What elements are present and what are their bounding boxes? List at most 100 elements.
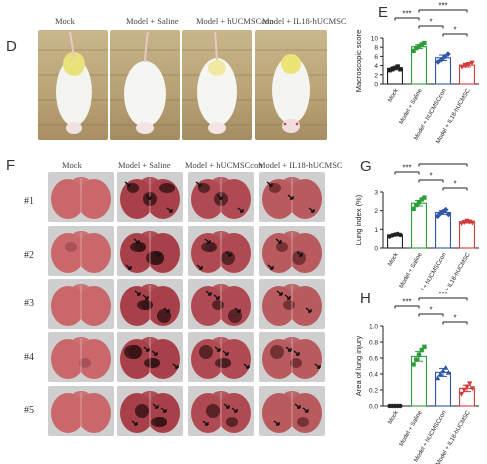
significance-label: * <box>453 180 456 189</box>
x-tick-label: Mock <box>387 87 400 103</box>
y-tick-label: 2 <box>374 208 378 215</box>
f-row-label-1: #1 <box>24 196 34 207</box>
y-tick-label: 8 <box>374 45 378 52</box>
data-point <box>398 403 403 409</box>
lung-photo-il18-5 <box>259 386 325 436</box>
significance-label: *** <box>438 160 447 165</box>
y-axis-label: Lung index (%) <box>354 194 363 245</box>
d-caption-saline: Model + Saline <box>126 16 179 26</box>
data-point <box>437 371 443 377</box>
lung-photo-mock-5 <box>48 386 114 436</box>
lung-photo-mock-4 <box>48 332 114 382</box>
d-caption-mock: Mock <box>55 16 75 26</box>
data-point <box>411 206 416 211</box>
data-point <box>422 344 427 349</box>
f-row-label-5: #5 <box>24 405 34 416</box>
d-caption-il18: Model + IL18-hUCMSC <box>262 16 347 26</box>
panel-f-letter: F <box>6 157 16 174</box>
data-point <box>443 364 449 370</box>
f-caption-hucmsccon: Model + hUCMSCcon <box>185 160 263 170</box>
data-point <box>416 200 422 205</box>
data-point <box>469 386 476 392</box>
data-point <box>411 362 416 367</box>
f-row-label-2: #2 <box>24 250 34 261</box>
y-tick-label: 0 <box>374 82 378 89</box>
y-axis-label: Macroscopic score <box>354 30 363 93</box>
data-point <box>390 67 395 72</box>
x-tick-label: Model + Saline <box>399 409 424 447</box>
f-caption-mock: Mock <box>62 160 82 170</box>
data-point <box>414 202 419 208</box>
y-tick-label: 2 <box>374 72 378 79</box>
panel-h-letter: H <box>360 290 371 307</box>
data-point <box>461 387 467 393</box>
data-point <box>419 347 424 353</box>
y-tick-label: 0.6 <box>369 356 378 363</box>
lung-photo-saline-4 <box>117 332 183 382</box>
data-point <box>458 391 465 397</box>
data-point <box>461 220 467 225</box>
panel-e-letter: E <box>378 4 389 21</box>
bar-3 <box>459 221 475 249</box>
y-tick-label: 0 <box>374 246 378 253</box>
data-point <box>441 54 448 60</box>
data-point <box>422 195 427 200</box>
data-point <box>419 42 424 47</box>
significance-label: * <box>429 306 432 315</box>
data-point <box>411 48 416 54</box>
x-tick-label: Mock <box>387 409 400 425</box>
y-tick-label: 1.0 <box>369 324 378 331</box>
y-axis-label: Area of lung injury <box>354 336 363 397</box>
data-point <box>464 384 470 390</box>
significance-label: * <box>429 18 432 27</box>
lung-photo-saline-2 <box>117 226 183 276</box>
data-point <box>469 220 476 226</box>
data-point <box>395 64 400 69</box>
significance-label: *** <box>402 10 411 19</box>
data-point <box>416 44 422 49</box>
lung-photo-mock-1 <box>48 172 114 222</box>
panel-d-letter: D <box>6 38 17 55</box>
x-tick-label: Mock <box>387 251 400 267</box>
significance-label: * <box>453 26 456 35</box>
lung-photo-hucmsccon-1 <box>188 172 254 222</box>
y-tick-label: 0.2 <box>369 388 378 395</box>
lung-photo-il18-1 <box>259 172 325 222</box>
y-tick-label: 0.8 <box>369 340 378 347</box>
data-point <box>462 63 469 69</box>
f-row-label-4: #4 <box>24 352 34 363</box>
data-point <box>459 64 465 70</box>
data-point <box>467 381 473 387</box>
data-point <box>440 368 446 373</box>
lung-photo-hucmsccon-2 <box>188 226 254 276</box>
y-tick-label: 1 <box>374 227 378 234</box>
data-point <box>434 375 441 381</box>
x-tick-label: Model + Saline <box>399 251 424 289</box>
mouse-photo-il18 <box>255 30 327 140</box>
y-tick-label: 0.4 <box>369 372 378 379</box>
lung-photo-mock-3 <box>48 279 114 329</box>
data-point <box>398 232 403 238</box>
data-point <box>414 45 419 51</box>
significance-label: * <box>429 172 432 181</box>
mouse-photo-hucmsccon <box>182 30 252 140</box>
data-point <box>469 60 475 66</box>
lung-photo-saline-3 <box>117 279 183 329</box>
significance-label: *** <box>438 292 447 299</box>
panel-g-letter: G <box>360 158 372 175</box>
y-tick-label: 6 <box>374 54 378 61</box>
lung-photo-hucmsccon-3 <box>188 279 254 329</box>
mouse-photo-saline <box>110 30 180 140</box>
data-point <box>414 357 419 362</box>
data-point <box>398 67 403 72</box>
y-tick-label: 0.0 <box>369 404 378 411</box>
lung-photo-il18-3 <box>259 279 325 329</box>
y-tick-label: 10 <box>371 36 379 43</box>
chart-h-lung-injury: 0.0 0.2 0.4 0.6 0.8 1.0 Area of lung injury Moc… <box>354 292 479 464</box>
lung-photo-hucmsccon-4 <box>188 332 254 382</box>
significance-label: * <box>453 314 456 323</box>
data-point <box>416 352 422 357</box>
data-point <box>445 369 452 375</box>
